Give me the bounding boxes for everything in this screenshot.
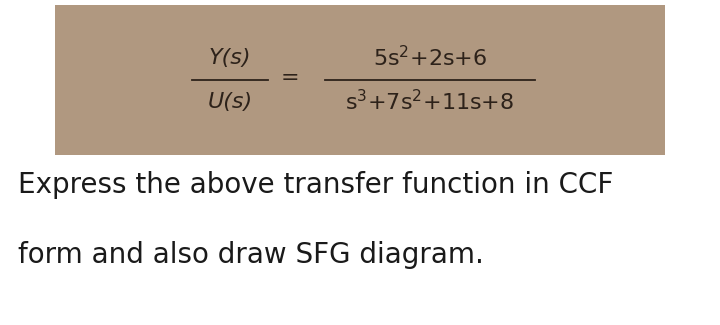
Text: Y(s): Y(s) (209, 48, 251, 68)
Text: 5s$^2$+2s+6: 5s$^2$+2s+6 (373, 46, 487, 71)
Text: s$^3$+7s$^2$+11s+8: s$^3$+7s$^2$+11s+8 (346, 89, 515, 115)
Text: Express the above transfer function in CCF: Express the above transfer function in C… (18, 171, 613, 199)
Bar (55, 5, 665, 155)
Text: =: = (281, 68, 300, 88)
Text: U(s): U(s) (207, 92, 253, 112)
Text: form and also draw SFG diagram.: form and also draw SFG diagram. (18, 241, 484, 269)
